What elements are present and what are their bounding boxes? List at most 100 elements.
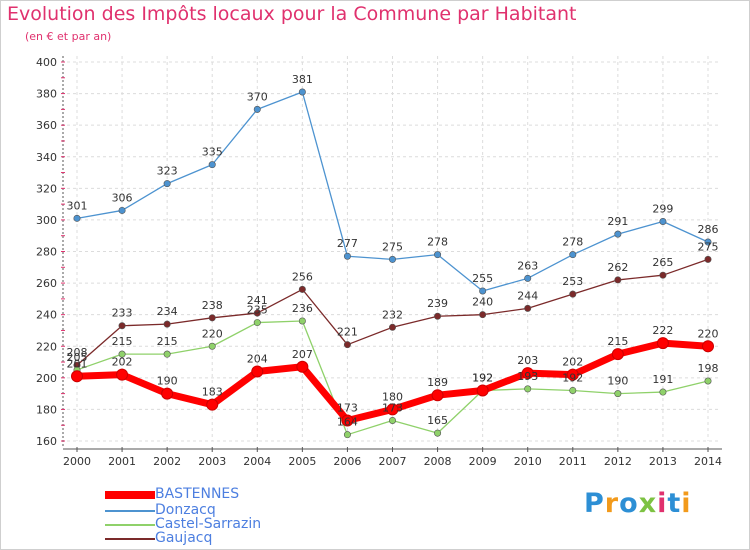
data-label-bastennes: 202 <box>112 356 133 369</box>
data-point-bastennes[interactable] <box>566 368 579 381</box>
series-donzacq <box>73 88 712 295</box>
y-tick-label: 320 <box>36 182 57 195</box>
data-label-castel-sarrazin: 192 <box>472 371 493 384</box>
data-point-donzacq[interactable] <box>253 105 261 113</box>
data-label-donzacq: 278 <box>562 236 583 249</box>
data-point-donzacq[interactable] <box>434 251 442 259</box>
data-point-gaujacq[interactable] <box>659 271 667 279</box>
x-axis: 2000 2001 2002 2003 2004 2005 2006 2007 2008 2009… <box>63 447 722 468</box>
data-point-bastennes[interactable] <box>476 384 489 397</box>
data-point-gaujacq[interactable] <box>434 312 442 320</box>
data-point-bastennes[interactable] <box>431 389 444 402</box>
y-tick-label: 240 <box>36 309 57 322</box>
data-point-gaujacq[interactable] <box>524 304 532 312</box>
data-label-castel-sarrazin: 215 <box>112 335 133 348</box>
data-label-gaujacq: 232 <box>382 308 403 321</box>
data-point-bastennes[interactable] <box>386 403 399 416</box>
data-point-gaujacq[interactable] <box>298 285 306 293</box>
data-label-castel-sarrazin: 164 <box>337 416 358 429</box>
data-point-gaujacq[interactable] <box>118 322 126 330</box>
data-point-donzacq[interactable] <box>659 217 667 225</box>
data-point-bastennes[interactable] <box>611 348 624 361</box>
data-label-bastennes: 220 <box>698 327 719 340</box>
data-label-gaujacq: 234 <box>157 305 178 318</box>
x-tick-label: 2012 <box>604 455 632 468</box>
data-point-bastennes[interactable] <box>116 368 129 381</box>
data-point-castel-sarrazin[interactable] <box>659 388 667 396</box>
y-tick-label: 380 <box>36 88 57 101</box>
data-point-bastennes[interactable] <box>206 398 219 411</box>
data-point-gaujacq[interactable] <box>614 276 622 284</box>
data-point-donzacq[interactable] <box>388 255 396 263</box>
data-label-donzacq: 299 <box>652 202 673 215</box>
data-point-gaujacq[interactable] <box>704 255 712 263</box>
data-point-gaujacq[interactable] <box>388 323 396 331</box>
data-point-castel-sarrazin[interactable] <box>524 385 532 393</box>
data-label-donzacq: 335 <box>202 146 223 159</box>
data-point-donzacq[interactable] <box>614 230 622 238</box>
series-bastennes <box>71 337 714 427</box>
data-label-donzacq: 323 <box>157 165 178 178</box>
data-point-castel-sarrazin[interactable] <box>343 431 351 439</box>
data-label-castel-sarrazin: 235 <box>247 304 268 317</box>
data-point-bastennes[interactable] <box>296 360 309 373</box>
data-point-donzacq[interactable] <box>298 88 306 96</box>
data-point-donzacq[interactable] <box>163 180 171 188</box>
data-point-castel-sarrazin[interactable] <box>704 377 712 385</box>
logo-letter: o <box>619 488 639 519</box>
legend-label-castel-sarrazin: Castel-Sarrazin <box>155 516 262 532</box>
data-point-gaujacq[interactable] <box>479 311 487 319</box>
proxiti-logo: Proxiti <box>584 488 692 519</box>
data-point-bastennes[interactable] <box>702 340 714 353</box>
data-point-bastennes[interactable] <box>656 337 669 350</box>
data-point-castel-sarrazin[interactable] <box>118 350 126 358</box>
data-label-donzacq: 263 <box>517 259 538 272</box>
data-label-bastennes: 180 <box>382 390 403 403</box>
data-label-gaujacq: 233 <box>112 307 133 320</box>
data-point-donzacq[interactable] <box>479 287 487 295</box>
data-label-donzacq: 277 <box>337 237 358 250</box>
data-label-castel-sarrazin: 173 <box>382 401 403 414</box>
data-label-gaujacq: 241 <box>247 294 268 307</box>
data-point-donzacq[interactable] <box>524 274 532 282</box>
data-point-castel-sarrazin[interactable] <box>388 416 396 424</box>
data-label-gaujacq: 208 <box>67 346 88 359</box>
data-point-bastennes[interactable] <box>521 367 534 380</box>
data-point-bastennes[interactable] <box>71 370 83 383</box>
data-point-donzacq[interactable] <box>343 252 351 260</box>
data-label-castel-sarrazin: 198 <box>698 362 719 375</box>
data-label-donzacq: 291 <box>607 215 628 228</box>
data-point-castel-sarrazin[interactable] <box>163 350 171 358</box>
data-point-castel-sarrazin[interactable] <box>434 429 442 437</box>
data-label-bastennes: 215 <box>607 335 628 348</box>
data-point-castel-sarrazin[interactable] <box>569 386 577 394</box>
data-label-gaujacq: 244 <box>517 289 538 302</box>
data-label-donzacq: 381 <box>292 73 313 86</box>
series-layer <box>71 88 714 439</box>
data-point-donzacq[interactable] <box>704 238 712 246</box>
data-point-castel-sarrazin[interactable] <box>298 317 306 325</box>
data-point-donzacq[interactable] <box>569 251 577 259</box>
data-point-donzacq[interactable] <box>118 206 126 214</box>
data-label-gaujacq: 221 <box>337 326 358 339</box>
y-tick-label: 260 <box>36 277 57 290</box>
data-point-gaujacq[interactable] <box>569 290 577 298</box>
data-point-gaujacq[interactable] <box>208 314 216 322</box>
data-label-gaujacq: 238 <box>202 299 223 312</box>
data-point-donzacq[interactable] <box>73 214 81 222</box>
data-point-castel-sarrazin[interactable] <box>208 342 216 350</box>
legend-swatch-donzacq <box>105 510 155 512</box>
data-point-gaujacq[interactable] <box>163 320 171 328</box>
data-label-castel-sarrazin: 215 <box>157 335 178 348</box>
logo-letter: i <box>681 488 692 519</box>
data-point-donzacq[interactable] <box>208 161 216 169</box>
data-label-gaujacq: 275 <box>698 240 719 253</box>
data-point-castel-sarrazin[interactable] <box>614 390 622 398</box>
data-point-bastennes[interactable] <box>341 414 354 427</box>
data-point-bastennes[interactable] <box>161 387 174 400</box>
data-point-castel-sarrazin[interactable] <box>253 319 261 327</box>
data-point-gaujacq[interactable] <box>343 341 351 349</box>
data-point-gaujacq[interactable] <box>253 309 261 317</box>
data-point-bastennes[interactable] <box>251 365 264 378</box>
data-label-donzacq: 255 <box>472 272 493 285</box>
